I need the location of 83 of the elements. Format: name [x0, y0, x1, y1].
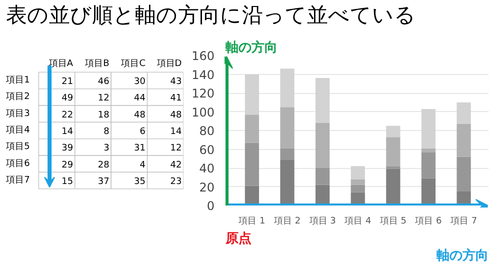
data-label: 12	[98, 94, 110, 104]
data-label: 28	[98, 160, 110, 170]
x-tick-label: 項目 5	[380, 216, 406, 226]
bar	[456, 124, 471, 157]
x-tick-label: 項目C	[121, 58, 146, 69]
x-tick-label: 項目 1	[238, 216, 266, 226]
data-label: 44	[134, 94, 146, 104]
bar	[244, 142, 260, 186]
bar	[386, 126, 400, 138]
bar	[280, 148, 294, 160]
data-label: 6	[140, 127, 146, 137]
data-label: 30	[134, 77, 146, 87]
bar	[456, 102, 471, 124]
y-tick-label: 80	[199, 124, 215, 138]
data-label: 3	[104, 144, 110, 154]
bar	[350, 184, 365, 192]
x-tick-label: 項目 3	[309, 216, 336, 226]
y-tick-label: 項目4	[6, 126, 30, 136]
bar	[244, 74, 260, 115]
bar	[386, 166, 400, 169]
text: 原点	[224, 230, 252, 246]
bar	[456, 156, 471, 192]
data-label: 41	[170, 94, 182, 104]
y-tick-label: 160	[192, 49, 214, 63]
x-tick-label: 項目 2	[274, 216, 301, 226]
data-label: 35	[134, 177, 146, 187]
data-label: 21	[62, 77, 74, 87]
data-label: 49	[62, 94, 74, 104]
bar	[421, 148, 436, 152]
bar	[316, 123, 330, 168]
data-label: 14	[170, 127, 182, 137]
data-label: 39	[62, 144, 74, 154]
bar	[244, 114, 260, 143]
bar	[280, 68, 294, 108]
data-label: 12	[170, 144, 182, 154]
bar	[280, 107, 294, 148]
data-label: 8	[104, 127, 110, 137]
data-label: 29	[62, 160, 74, 170]
bar	[316, 78, 330, 123]
data-label: 37	[98, 177, 110, 187]
y-tick-label: 60	[199, 142, 215, 157]
data-label: 31	[134, 144, 146, 154]
chart-title: 表の並び順と軸の方向に沿って並べている	[6, 2, 416, 29]
bar	[421, 152, 436, 178]
x-tick-label: 項目B	[85, 58, 110, 69]
text: 軸の方向	[224, 40, 278, 56]
data-label: 43	[170, 77, 182, 87]
data-label: 4	[140, 160, 146, 170]
y-tick-label: 40	[199, 162, 215, 176]
data-label: 18	[98, 110, 110, 120]
bar	[350, 166, 365, 180]
bar	[350, 179, 365, 185]
data-label: 46	[98, 77, 110, 87]
x-tick-label: 項目A	[48, 58, 74, 69]
y-tick-label: 100	[192, 105, 214, 120]
bar	[421, 108, 436, 148]
x-tick-label: 項目 7	[450, 216, 478, 226]
text: 軸の方向	[436, 248, 488, 263]
x-tick-label: 項目 4	[344, 216, 372, 226]
y-tick-label: 項目6	[6, 158, 30, 169]
y-tick-label: 20	[199, 180, 215, 194]
y-tick-label: 項目3	[6, 108, 30, 119]
data-label: 22	[62, 110, 74, 120]
data-label: 48	[134, 110, 146, 120]
data-label: 15	[62, 177, 74, 187]
y-tick-label: 項目1	[6, 76, 30, 86]
y-tick-label: 0	[206, 199, 215, 213]
y-tick-label: 140	[192, 68, 214, 82]
bar	[421, 178, 436, 206]
data-label: 14	[62, 127, 74, 137]
data-label: 48	[170, 110, 182, 120]
y-tick-label: 項目5	[6, 142, 30, 152]
y-tick-label: 120	[192, 86, 214, 100]
x-tick-label: 項目 6	[415, 216, 442, 226]
data-label: 42	[170, 160, 182, 170]
bar	[280, 160, 294, 206]
data-label: 23	[170, 177, 182, 187]
bar	[386, 137, 400, 166]
bar	[386, 168, 400, 206]
y-tick-label: 項目2	[6, 92, 30, 102]
bar	[316, 168, 330, 185]
x-tick-label: 項目D	[156, 58, 182, 69]
y-tick-label: 項目7	[6, 176, 30, 186]
